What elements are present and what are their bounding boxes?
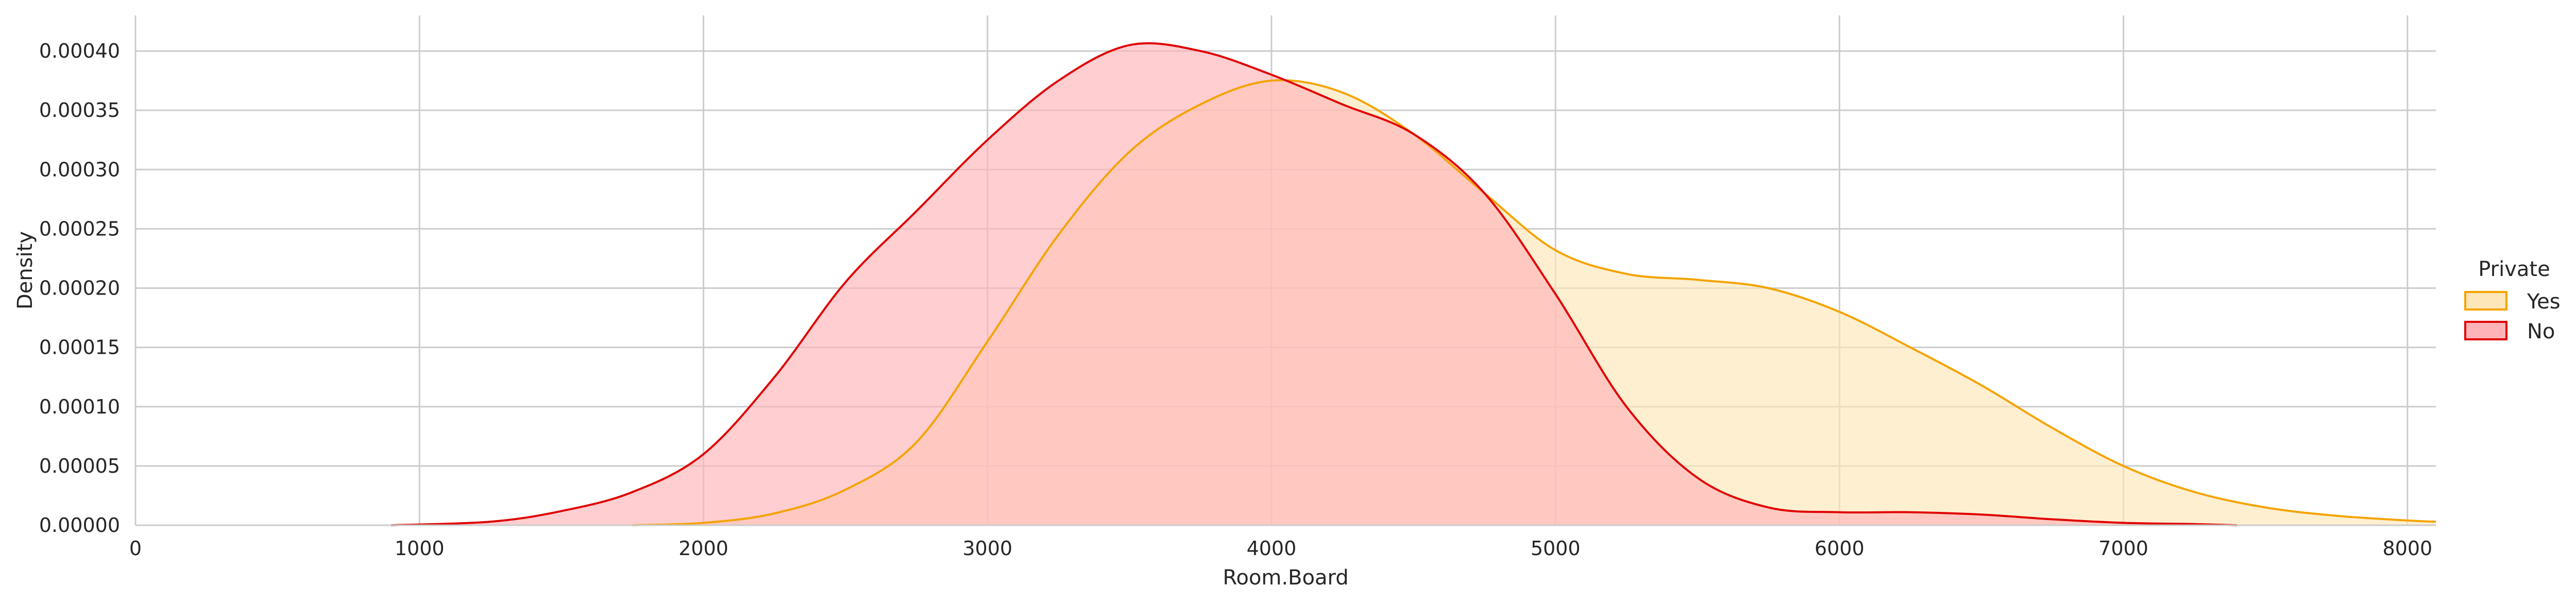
y-tick-label: 0.00030 <box>39 158 120 181</box>
legend-label-yes: Yes <box>2527 290 2561 314</box>
y-axis-label: Density <box>13 231 37 309</box>
x-tick-labels: 0 1000 2000 3000 4000 5000 6000 7000 8000 <box>129 537 2432 560</box>
x-tick-label: 2000 <box>679 537 728 560</box>
x-tick-label: 3000 <box>962 537 1012 560</box>
legend-swatch-yes <box>2464 291 2507 311</box>
x-tick-label: 5000 <box>1531 537 1581 560</box>
density-line-no <box>391 42 2238 526</box>
x-tick-label: 4000 <box>1247 537 1297 560</box>
x-tick-label: 7000 <box>2098 537 2148 560</box>
x-tick-label: 1000 <box>395 537 445 560</box>
area-fill-no <box>391 43 2238 525</box>
y-tick-label: 0.00025 <box>39 217 120 240</box>
legend-items: Yes No <box>2464 290 2561 343</box>
x-tick-label: 6000 <box>1815 537 1865 560</box>
x-tick-label: 0 <box>129 537 142 560</box>
x-axis-label: Room.Board <box>1223 566 1348 590</box>
y-tick-label: 0.00015 <box>39 336 120 359</box>
y-tick-labels: 0.00000 0.00005 0.00010 0.00015 0.00020 0.000… <box>39 40 120 537</box>
y-tick-label: 0.00020 <box>39 277 120 300</box>
y-tick-label: 0.00010 <box>39 395 120 418</box>
legend-label-no: No <box>2527 320 2555 343</box>
legend-title: Private <box>2478 257 2550 281</box>
density-areas <box>391 42 2436 526</box>
y-tick-label: 0.00040 <box>39 40 120 62</box>
density-line-yes <box>632 79 2436 526</box>
legend: Private Yes No <box>2464 257 2561 343</box>
y-tick-label: 0.00035 <box>39 99 120 122</box>
y-tick-label: 0.00000 <box>39 514 120 537</box>
y-tick-label: 0.00005 <box>39 455 120 477</box>
legend-swatch-no <box>2464 321 2507 340</box>
x-tick-label: 8000 <box>2383 537 2433 560</box>
